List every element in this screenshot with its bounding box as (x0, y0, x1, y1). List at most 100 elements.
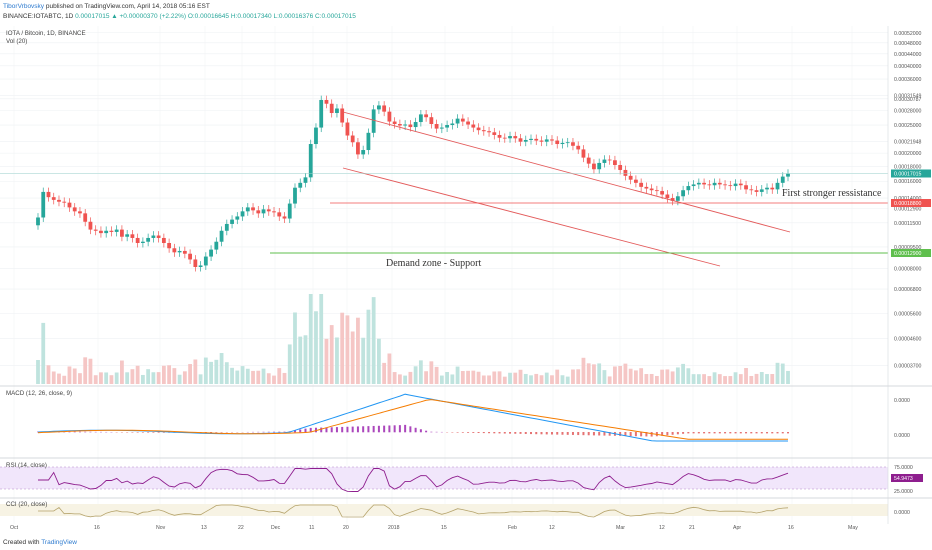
tradingview-brand[interactable]: TradingView (41, 539, 77, 546)
price-tick-label: 0.00052000 (894, 31, 922, 37)
volume-bar (303, 335, 308, 384)
macd-histogram-bar (787, 432, 789, 434)
candle-body (639, 182, 644, 187)
candle-body (744, 185, 748, 190)
volume-bar (387, 353, 392, 384)
macd-tick-label: 0.0000 (894, 433, 910, 439)
volume-bar (649, 373, 654, 384)
macd-histogram-bar (671, 432, 674, 435)
volume-bar (644, 374, 649, 384)
volume-bar (392, 372, 397, 384)
volume-bar (628, 368, 633, 384)
candle-body (754, 190, 759, 192)
volume-bar (114, 372, 119, 384)
volume-bar (177, 374, 182, 384)
macd-histogram-bar (335, 427, 338, 433)
x-tick-label: 12 (549, 525, 555, 531)
rsi-tick-label: 25.0000 (894, 489, 913, 495)
macd-histogram-bar (682, 432, 685, 434)
volume-bar (109, 375, 114, 384)
candle-body (78, 211, 82, 214)
volume-bar (707, 376, 712, 384)
candle-body (623, 169, 628, 176)
price-tick-label: 0.00025000 (894, 123, 922, 129)
volume-bar (418, 360, 423, 384)
candle-body (413, 122, 418, 128)
candle-body (723, 184, 727, 186)
macd-histogram-bar (776, 432, 779, 434)
macd-histogram-bar (215, 432, 218, 433)
candle-body (235, 216, 240, 220)
macd-histogram-bar (346, 426, 349, 433)
volume-bar (550, 375, 554, 384)
candle-body (41, 191, 46, 218)
macd-histogram-bar (592, 432, 595, 436)
macd-histogram-bar (545, 432, 548, 435)
volume-bar (230, 367, 234, 384)
volume-bar (120, 360, 124, 384)
macd-histogram-bar (582, 432, 585, 436)
price-tick-label: 0.00011500 (894, 221, 921, 227)
macd-histogram-bar (320, 427, 323, 433)
candle-body (324, 99, 329, 104)
volume-bar (182, 371, 187, 384)
candle-body (466, 121, 470, 125)
author-link[interactable]: TiborVrbovsky (3, 3, 45, 10)
volume-bar (340, 312, 345, 384)
volume-bar (408, 371, 413, 384)
candle-body (707, 184, 712, 186)
macd-histogram-bar (766, 432, 769, 434)
price-tick-label: 0.00008000 (894, 267, 922, 273)
macd-histogram-bar (330, 427, 333, 433)
candle-body (644, 186, 649, 189)
price-tick-label: 0.00021948 (894, 139, 922, 145)
volume-bar (602, 370, 607, 384)
candle-body (529, 138, 533, 140)
macd-tick-label: 0.0000 (894, 398, 910, 404)
volume-bar (203, 357, 208, 384)
candle-body (356, 142, 360, 155)
candle-body (513, 136, 518, 139)
ohlc-readout: 0.00017015 ▲ +0.00000370 (+2.22%) O:0.00… (75, 13, 356, 20)
candle-body (681, 190, 686, 197)
candle-body (429, 117, 434, 125)
macd-histogram-bar (141, 432, 144, 433)
macd-histogram-bar (383, 425, 386, 433)
candle-body (366, 132, 371, 151)
macd-histogram-bar (634, 432, 637, 437)
volume-bar (471, 370, 476, 384)
volume-bar (188, 364, 192, 384)
candle-body (135, 237, 140, 243)
volume-bar (36, 360, 40, 384)
macd-histogram-bar (404, 424, 407, 433)
price-chart[interactable]: 0.00052000 0.00048000 0.00044000 0.00040000… (0, 26, 932, 550)
macd-histogram-bar (147, 432, 150, 433)
price-tick-label: 0.00048000 (894, 41, 922, 47)
macd-histogram-bar (745, 432, 748, 434)
candle-body (445, 125, 449, 128)
volume-bar (434, 366, 439, 384)
candle-body (702, 182, 706, 185)
price-tick-label: 0.00003700 (894, 364, 922, 370)
candle-body (455, 118, 460, 124)
volume-bar (654, 375, 659, 384)
candle-body (314, 127, 318, 145)
candle-body (146, 237, 151, 242)
candle-body (738, 183, 743, 186)
candle-body (125, 234, 130, 237)
volume-bar (728, 376, 733, 384)
candle-body (403, 124, 408, 126)
price-tick-label: 0.00031549 (894, 94, 922, 100)
volume-bar (308, 294, 313, 384)
candle-body (329, 103, 334, 114)
volume-bar (57, 373, 61, 384)
macd-histogram-bar (210, 432, 213, 433)
volume-bar (72, 368, 77, 384)
volume-bar (161, 365, 166, 384)
volume-bar (429, 361, 434, 384)
macd-histogram-bar (713, 432, 716, 434)
x-tick-label: 12 (659, 525, 665, 531)
candle-body (576, 145, 581, 150)
macd-histogram-bar (267, 431, 270, 433)
cci-line (38, 504, 789, 518)
